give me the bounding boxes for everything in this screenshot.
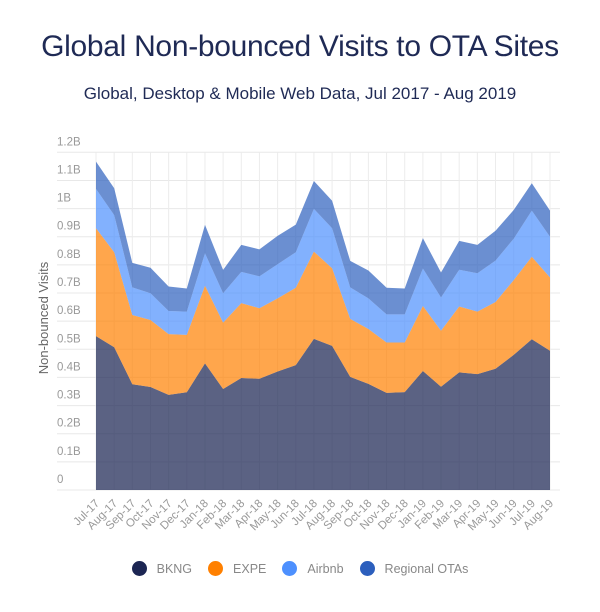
- x-axis-ticks: Jul-17Aug-17Sep-17Oct-17Nov-17Dec-17Jan-…: [71, 498, 556, 534]
- y-tick-label: 0.9B: [57, 221, 81, 233]
- legend-label: BKNG: [156, 561, 193, 576]
- area-bkng: [96, 336, 550, 490]
- y-tick-label: 0.2B: [57, 418, 81, 430]
- y-tick-label: 0.7B: [57, 277, 81, 289]
- y-axis-ticks: 0 0.1B 0.2B 0.3B 0.4B 0.5B 0.6B 0.7B 0.8B 0.9B 1B 1…: [57, 136, 81, 486]
- legend-dot-icon: [282, 561, 298, 576]
- legend-label: EXPE: [233, 561, 267, 576]
- y-tick-label: 0.5B: [57, 333, 81, 345]
- y-axis-label: Non-bounced Visits: [36, 261, 51, 374]
- chart-title: Global Non-bounced Visits to OTA Sites: [41, 30, 559, 63]
- y-tick-label: 1.1B: [57, 164, 81, 176]
- legend: BKNG EXPE Airbnb Regional OTAs: [0, 561, 600, 576]
- y-tick-label: 0.3B: [57, 390, 81, 402]
- area-airbnb: [96, 188, 550, 343]
- legend-item[interactable]: BKNG: [131, 561, 193, 576]
- y-tick-label: 1.2B: [57, 136, 81, 148]
- y-tick-label: 0.4B: [57, 361, 81, 373]
- y-tick-label: 0.6B: [57, 305, 81, 317]
- y-tick-label: 1B: [57, 193, 71, 205]
- chart-subtitle: Global, Desktop & Mobile Web Data, Jul 2…: [83, 84, 517, 103]
- legend-dot-icon: [359, 561, 375, 576]
- legend-item[interactable]: EXPE: [208, 561, 266, 576]
- area-regional-otas: [96, 161, 550, 315]
- legend-dot-icon: [131, 561, 147, 576]
- legend-item[interactable]: Airbnb: [282, 561, 344, 576]
- y-tick-label: 0: [57, 474, 63, 486]
- legend-label: Regional OTAs: [384, 561, 469, 576]
- legend-dot-icon: [208, 561, 224, 576]
- y-tick-label: 0.1B: [57, 446, 81, 458]
- legend-label: Airbnb: [307, 561, 344, 576]
- area-expe: [96, 228, 550, 395]
- y-tick-label: 0.8B: [57, 249, 81, 261]
- areas: [96, 161, 550, 490]
- legend-item[interactable]: Regional OTAs: [359, 561, 469, 576]
